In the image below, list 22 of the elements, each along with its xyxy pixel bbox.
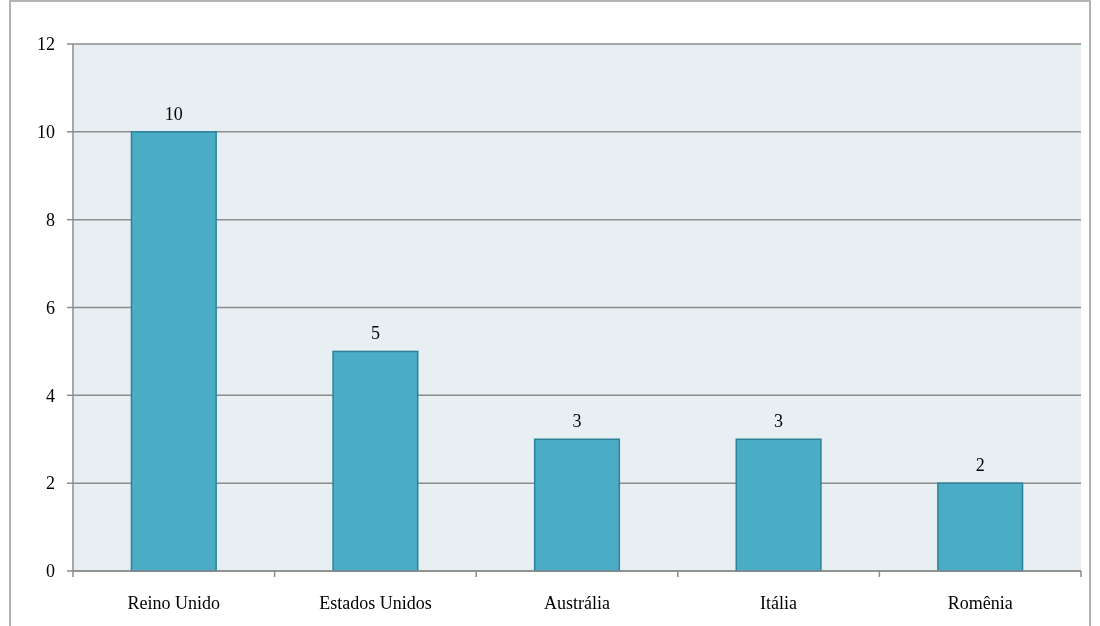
x-tick-label: Romênia xyxy=(947,593,1013,613)
data-label: 3 xyxy=(774,411,784,432)
bar xyxy=(937,482,1024,572)
bar xyxy=(332,350,419,572)
y-tick-label: 2 xyxy=(46,473,55,494)
bar xyxy=(130,131,217,572)
bar xyxy=(735,438,822,572)
x-tick-label: Austrália xyxy=(544,593,610,613)
y-tick-label: 0 xyxy=(46,561,55,582)
x-tick-label: Reino Unido xyxy=(127,593,221,613)
data-label: 2 xyxy=(975,455,985,476)
bar xyxy=(533,438,621,572)
y-tick-label: 10 xyxy=(37,122,55,143)
y-tick-label: 12 xyxy=(37,34,55,55)
y-tick-label: 6 xyxy=(46,297,55,318)
data-label: 3 xyxy=(572,411,582,432)
y-tick-label: 8 xyxy=(46,209,55,230)
data-label: 10 xyxy=(164,103,183,124)
data-label: 5 xyxy=(370,323,380,344)
x-tick-label: Itália xyxy=(760,593,798,613)
y-tick-label: 4 xyxy=(46,385,55,406)
x-tick-label: Estados Unidos xyxy=(319,593,432,613)
